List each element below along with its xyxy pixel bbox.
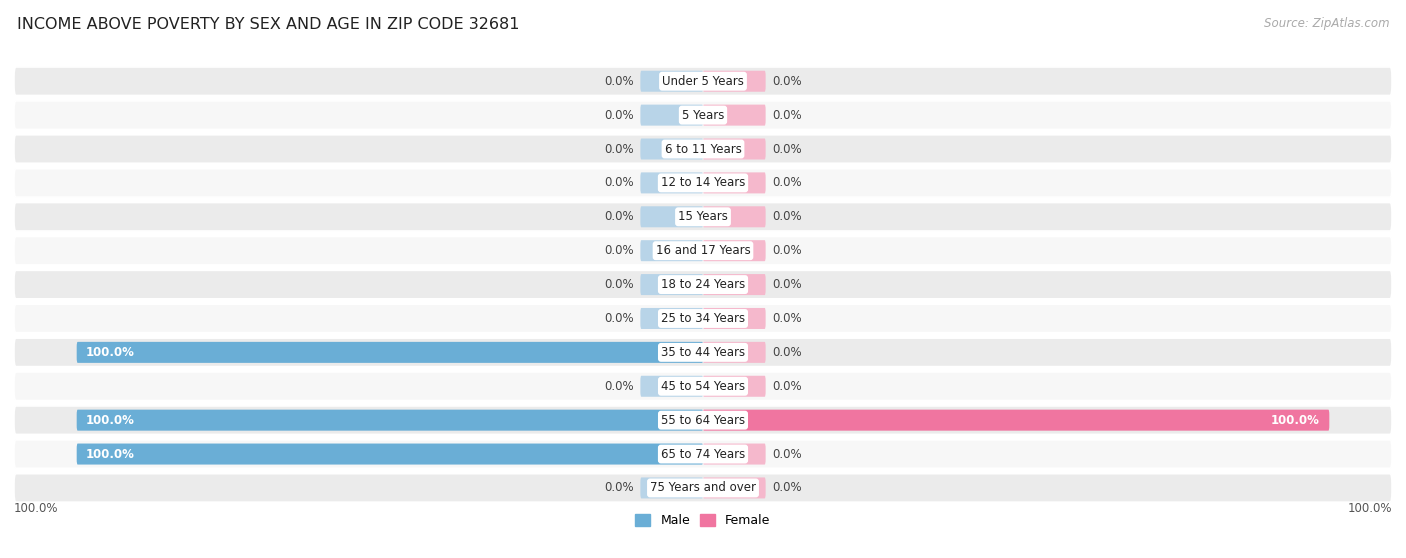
Text: 0.0%: 0.0%: [772, 142, 801, 156]
FancyBboxPatch shape: [703, 71, 766, 92]
Text: 65 to 74 Years: 65 to 74 Years: [661, 448, 745, 460]
FancyBboxPatch shape: [640, 104, 703, 126]
Text: 0.0%: 0.0%: [605, 142, 634, 156]
Text: 0.0%: 0.0%: [772, 176, 801, 189]
FancyBboxPatch shape: [14, 169, 1392, 197]
Text: 0.0%: 0.0%: [772, 482, 801, 494]
FancyBboxPatch shape: [640, 478, 703, 498]
Text: 0.0%: 0.0%: [772, 75, 801, 88]
Text: 55 to 64 Years: 55 to 64 Years: [661, 413, 745, 427]
Text: 6 to 11 Years: 6 to 11 Years: [665, 142, 741, 156]
Text: 100.0%: 100.0%: [1271, 413, 1320, 427]
FancyBboxPatch shape: [703, 104, 766, 126]
FancyBboxPatch shape: [703, 206, 766, 227]
FancyBboxPatch shape: [14, 135, 1392, 163]
Text: 0.0%: 0.0%: [605, 482, 634, 494]
Text: 0.0%: 0.0%: [772, 380, 801, 393]
FancyBboxPatch shape: [14, 203, 1392, 231]
FancyBboxPatch shape: [14, 406, 1392, 434]
Text: 0.0%: 0.0%: [772, 278, 801, 291]
Text: 5 Years: 5 Years: [682, 109, 724, 122]
FancyBboxPatch shape: [14, 474, 1392, 502]
FancyBboxPatch shape: [14, 338, 1392, 367]
FancyBboxPatch shape: [640, 206, 703, 227]
FancyBboxPatch shape: [14, 101, 1392, 129]
Legend: Male, Female: Male, Female: [630, 509, 776, 532]
FancyBboxPatch shape: [77, 342, 703, 363]
FancyBboxPatch shape: [14, 372, 1392, 401]
FancyBboxPatch shape: [703, 478, 766, 498]
FancyBboxPatch shape: [77, 410, 703, 431]
Text: 100.0%: 100.0%: [86, 413, 135, 427]
FancyBboxPatch shape: [640, 308, 703, 329]
Text: 18 to 24 Years: 18 to 24 Years: [661, 278, 745, 291]
FancyBboxPatch shape: [703, 274, 766, 295]
Text: 0.0%: 0.0%: [605, 312, 634, 325]
FancyBboxPatch shape: [14, 440, 1392, 468]
FancyBboxPatch shape: [640, 240, 703, 261]
FancyBboxPatch shape: [703, 240, 766, 261]
FancyBboxPatch shape: [703, 172, 766, 194]
Text: 0.0%: 0.0%: [605, 210, 634, 223]
FancyBboxPatch shape: [703, 410, 1329, 431]
Text: 0.0%: 0.0%: [772, 210, 801, 223]
FancyBboxPatch shape: [703, 138, 766, 160]
Text: 0.0%: 0.0%: [772, 109, 801, 122]
FancyBboxPatch shape: [703, 308, 766, 329]
Text: Under 5 Years: Under 5 Years: [662, 75, 744, 88]
Text: Source: ZipAtlas.com: Source: ZipAtlas.com: [1264, 17, 1389, 30]
Text: 100.0%: 100.0%: [86, 346, 135, 359]
Text: 0.0%: 0.0%: [605, 380, 634, 393]
Text: 0.0%: 0.0%: [605, 75, 634, 88]
Text: 35 to 44 Years: 35 to 44 Years: [661, 346, 745, 359]
FancyBboxPatch shape: [14, 270, 1392, 299]
Text: 0.0%: 0.0%: [772, 312, 801, 325]
FancyBboxPatch shape: [640, 172, 703, 194]
Text: 0.0%: 0.0%: [772, 346, 801, 359]
FancyBboxPatch shape: [14, 67, 1392, 95]
Text: 0.0%: 0.0%: [605, 278, 634, 291]
FancyBboxPatch shape: [14, 237, 1392, 265]
Text: 0.0%: 0.0%: [772, 448, 801, 460]
Text: 0.0%: 0.0%: [605, 176, 634, 189]
FancyBboxPatch shape: [703, 376, 766, 397]
FancyBboxPatch shape: [14, 304, 1392, 333]
Text: 16 and 17 Years: 16 and 17 Years: [655, 244, 751, 257]
Text: 12 to 14 Years: 12 to 14 Years: [661, 176, 745, 189]
FancyBboxPatch shape: [640, 274, 703, 295]
Text: 0.0%: 0.0%: [605, 244, 634, 257]
FancyBboxPatch shape: [640, 376, 703, 397]
Text: INCOME ABOVE POVERTY BY SEX AND AGE IN ZIP CODE 32681: INCOME ABOVE POVERTY BY SEX AND AGE IN Z…: [17, 17, 519, 32]
Text: 100.0%: 100.0%: [1347, 502, 1392, 516]
Text: 0.0%: 0.0%: [772, 244, 801, 257]
Text: 25 to 34 Years: 25 to 34 Years: [661, 312, 745, 325]
FancyBboxPatch shape: [703, 444, 766, 465]
Text: 15 Years: 15 Years: [678, 210, 728, 223]
Text: 0.0%: 0.0%: [605, 109, 634, 122]
Text: 75 Years and over: 75 Years and over: [650, 482, 756, 494]
Text: 100.0%: 100.0%: [86, 448, 135, 460]
FancyBboxPatch shape: [640, 71, 703, 92]
FancyBboxPatch shape: [703, 342, 766, 363]
FancyBboxPatch shape: [77, 444, 703, 465]
Text: 100.0%: 100.0%: [14, 502, 59, 516]
Text: 45 to 54 Years: 45 to 54 Years: [661, 380, 745, 393]
FancyBboxPatch shape: [640, 138, 703, 160]
